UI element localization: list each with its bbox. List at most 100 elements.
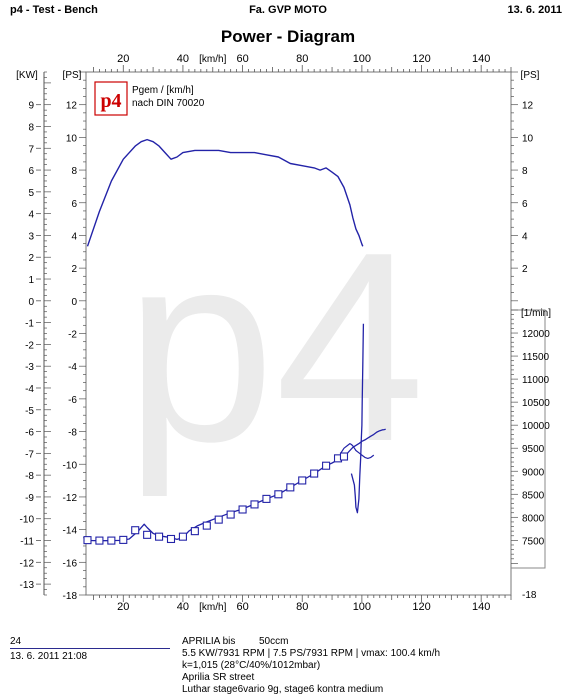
x-axis-label-top: [km/h]	[199, 54, 226, 65]
rpm-axis-box	[511, 309, 546, 569]
x-tick-label-bottom: 120	[412, 601, 430, 613]
ps-tick-label-left: 2	[71, 264, 77, 275]
kw-tick-label: -11	[20, 537, 34, 548]
rpm-tick-label: 12000	[522, 329, 550, 340]
ps-tick-label-right: 12	[522, 101, 534, 112]
vehicle-ccm: 50ccm	[259, 636, 289, 647]
rpm-tick-label: 9000	[522, 467, 545, 478]
x-tick-label-top: 80	[296, 53, 308, 65]
x-tick-label-top: 60	[236, 53, 248, 65]
kw-tick-label: 1	[28, 275, 34, 286]
kw-tick-label: 3	[28, 231, 34, 242]
ps-tick-label-left: -14	[63, 526, 78, 537]
rpm-marker	[226, 510, 235, 519]
run-underline	[10, 648, 170, 649]
rpm-marker	[238, 505, 247, 514]
kw-tick-label: -3	[25, 362, 34, 373]
header-center: Fa. GVP MOTO	[249, 4, 327, 16]
header-left: p4 - Test - Bench	[10, 4, 98, 16]
rpm-marker	[178, 532, 187, 541]
x-tick-label-top: 140	[472, 53, 490, 65]
kw-axis-label: [KW]	[16, 70, 38, 81]
ps-tick-label-left: -10	[63, 460, 78, 471]
kw-tick-label: -4	[25, 384, 34, 395]
rpm-marker	[298, 476, 307, 485]
rpm-tick-label: 8000	[522, 513, 545, 524]
x-tick-label-top: 100	[353, 53, 371, 65]
power-curve	[86, 138, 364, 247]
kw-tick-label: -1	[25, 319, 34, 330]
x-tick-label-bottom: 40	[177, 601, 189, 613]
run-datetime: 13. 6. 2011 21:08	[10, 651, 88, 662]
ps-tick-label-right: 10	[522, 133, 534, 144]
ps-tick-label-left: 4	[71, 231, 77, 242]
ps-tick-label-left: -18	[63, 591, 78, 602]
ps-tick-label-right: 2	[522, 264, 528, 275]
rpm-marker	[143, 530, 152, 539]
rpm-end-label: -18	[522, 590, 537, 601]
ps-tick-label-right: 6	[522, 199, 528, 210]
x-tick-label-top: 40	[177, 53, 189, 65]
rpm-marker	[202, 521, 211, 530]
legend-line-2: nach DIN 70020	[132, 98, 205, 109]
ps-tick-label-left: 10	[66, 133, 78, 144]
kw-tick-label: -5	[25, 406, 34, 417]
rpm-tick-label: 8500	[522, 490, 545, 501]
ps-tick-label-left: 0	[71, 297, 77, 308]
ps-tick-label-left: -6	[68, 395, 77, 406]
kw-tick-label: 8	[28, 122, 34, 133]
x-tick-label-bottom: 80	[296, 601, 308, 613]
ps-axis-label-right: [PS]	[521, 70, 540, 81]
ps-tick-label-left: -16	[63, 558, 78, 569]
kw-tick-label: 0	[28, 297, 34, 308]
rpm-tick-label: 10500	[522, 398, 550, 409]
legend-logo-frame	[94, 81, 128, 116]
kw-tick-label: 4	[28, 210, 34, 221]
ps-tick-label-left: -8	[68, 428, 77, 439]
rpm-marker	[286, 483, 295, 492]
rpm-marker	[322, 461, 331, 470]
kw-tick-label: -2	[25, 340, 34, 351]
ps-tick-label-right: 8	[522, 166, 528, 177]
conditions-line: k=1,015 (28°C/40%/1012mbar)	[182, 660, 321, 671]
rpm-marker	[262, 494, 271, 503]
kw-tick-label: -12	[20, 558, 35, 569]
kw-tick-label: -9	[25, 493, 34, 504]
kw-tick-label: -7	[25, 449, 34, 460]
x-axis-label-bottom: [km/h]	[199, 602, 226, 613]
chart-title: Power - Diagram	[220, 27, 356, 46]
rpm-marker	[83, 536, 92, 545]
kw-tick-label: 5	[28, 188, 34, 199]
kw-tick-label: 9	[28, 101, 34, 112]
rpm-axis-label: [1/min]	[521, 308, 551, 319]
x-tick-label-bottom: 60	[236, 601, 248, 613]
ps-tick-label-left: 12	[66, 101, 78, 112]
header-right: 13. 6. 2011	[507, 4, 562, 16]
rpm-marker	[214, 515, 223, 524]
result-line: 5.5 KW/7931 RPM | 7.5 PS/7931 RPM | vmax…	[182, 648, 441, 659]
rpm-marker	[131, 526, 140, 535]
ps-tick-label-left: 8	[71, 166, 77, 177]
rpm-marker	[107, 536, 116, 545]
rpm-marker	[166, 534, 176, 544]
ps-axis-label-left: [PS]	[63, 70, 82, 81]
rpm-marker	[155, 532, 164, 541]
legend-line-1: Pgem / [km/h]	[132, 85, 194, 96]
rpm-marker	[274, 490, 283, 499]
setup-line: Luthar stage6vario 9g, stage6 kontra med…	[182, 684, 384, 695]
vehicle-name: APRILIA bis	[182, 636, 236, 647]
rpm-marker	[310, 469, 319, 478]
x-tick-label-bottom: 100	[353, 601, 371, 613]
rpm-tick-label: 9500	[522, 444, 545, 455]
shift-overlap-curve	[340, 443, 375, 459]
model-line: Aprilia SR street	[182, 672, 255, 683]
rpm-tick-label: 7500	[522, 536, 545, 547]
run-number: 24	[10, 636, 22, 647]
legend-logo-text: p4	[100, 90, 121, 112]
rpm-marker	[190, 527, 199, 536]
x-tick-label-bottom: 140	[472, 601, 490, 613]
ps-tick-label-left: 6	[71, 199, 77, 210]
rpm-tick-label: 10000	[522, 421, 550, 432]
x-tick-label-bottom: 20	[117, 601, 129, 613]
